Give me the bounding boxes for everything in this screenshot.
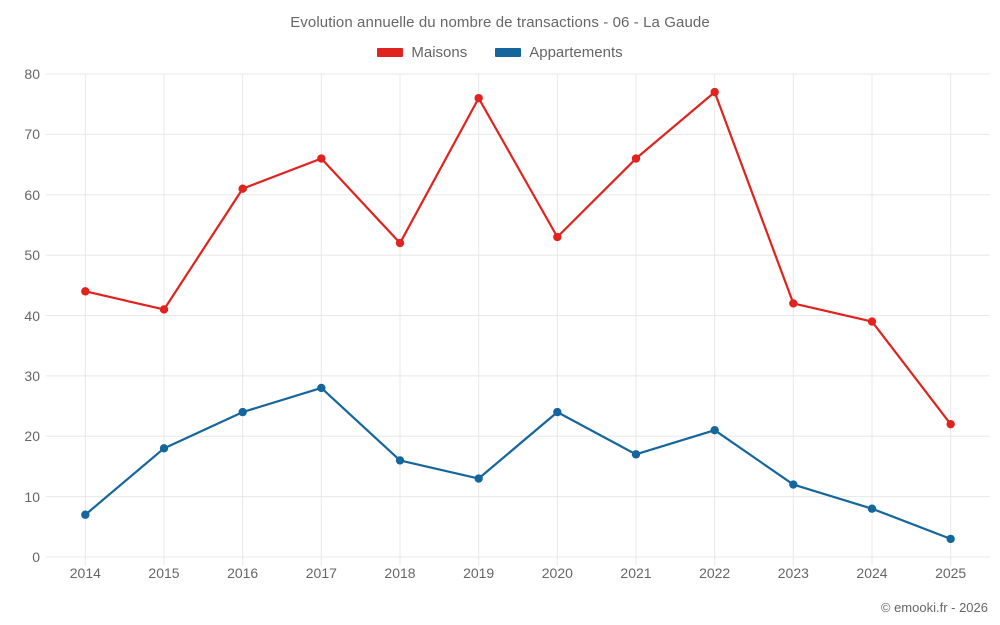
data-point[interactable] <box>474 474 483 483</box>
data-point[interactable] <box>789 480 798 489</box>
y-axis-tick-label: 10 <box>24 488 40 505</box>
data-point[interactable] <box>553 407 562 417</box>
data-series <box>81 87 955 544</box>
x-axis-tick-label: 2015 <box>148 565 180 581</box>
y-axis-tick-label: 0 <box>32 549 40 565</box>
x-axis-tick-label: 2023 <box>777 565 809 581</box>
plot-area <box>46 73 990 566</box>
data-point[interactable] <box>81 510 90 519</box>
grid-lines <box>46 73 990 566</box>
data-point[interactable] <box>395 456 405 465</box>
data-point[interactable] <box>867 504 877 513</box>
series-line-maisons <box>84 91 952 426</box>
chart-legend: Maisons Appartements <box>0 44 1000 61</box>
y-axis-tick-label: 30 <box>24 367 40 384</box>
y-axis-tick-label: 80 <box>24 66 40 82</box>
x-axis: 2014 2015 2016 2017 2018 2019 2020 2021 2022 2023… <box>46 565 990 590</box>
data-point[interactable] <box>946 419 955 429</box>
legend-swatch-maisons <box>377 48 404 57</box>
data-point[interactable] <box>238 407 247 417</box>
y-axis-tick-label: 70 <box>24 126 40 143</box>
data-point[interactable] <box>159 305 169 314</box>
x-axis-tick-label: 2025 <box>935 565 967 581</box>
y-axis-tick-label: 50 <box>24 247 40 264</box>
y-axis-tick-label: 40 <box>24 307 40 324</box>
x-axis-tick-label: 2017 <box>305 565 337 581</box>
data-point[interactable] <box>317 383 326 393</box>
chart-title: Evolution annuelle du nombre de transact… <box>290 14 710 31</box>
y-axis-tick-label: 20 <box>24 428 40 445</box>
x-axis-tick-label: 2016 <box>227 565 259 581</box>
data-point[interactable] <box>317 154 326 163</box>
data-point[interactable] <box>789 299 798 308</box>
legend-label-appartements: Appartements <box>529 44 623 61</box>
data-point[interactable] <box>81 287 90 296</box>
data-point[interactable] <box>395 238 405 248</box>
y-axis: 0 10 20 30 40 50 60 70 80 <box>0 67 40 564</box>
x-axis-tick-label: 2014 <box>69 565 101 581</box>
x-axis-tick-label: 2018 <box>384 565 416 581</box>
data-point[interactable] <box>474 93 483 103</box>
data-point[interactable] <box>631 154 641 163</box>
legend-swatch-appartements <box>495 48 522 57</box>
data-point[interactable] <box>867 317 877 326</box>
series-line-appartements <box>84 386 952 540</box>
data-point[interactable] <box>710 426 719 435</box>
legend-item-maisons[interactable]: Maisons <box>377 44 467 61</box>
data-point[interactable] <box>710 87 719 97</box>
x-axis-tick-label: 2021 <box>620 565 652 581</box>
data-point[interactable] <box>238 184 247 193</box>
x-axis-tick-label: 2024 <box>856 565 888 581</box>
data-point[interactable] <box>553 232 562 242</box>
data-point[interactable] <box>946 534 955 544</box>
footer-credit: © emooki.fr - 2026 <box>880 600 988 615</box>
x-axis-tick-label: 2020 <box>541 565 573 581</box>
legend-label-maisons: Maisons <box>411 44 468 61</box>
x-axis-tick-label: 2022 <box>699 565 731 581</box>
y-axis-tick-label: 60 <box>24 186 40 203</box>
legend-item-appartements[interactable]: Appartements <box>495 44 623 61</box>
data-point[interactable] <box>159 444 169 453</box>
data-point[interactable] <box>631 450 641 459</box>
x-axis-tick-label: 2019 <box>463 565 495 581</box>
